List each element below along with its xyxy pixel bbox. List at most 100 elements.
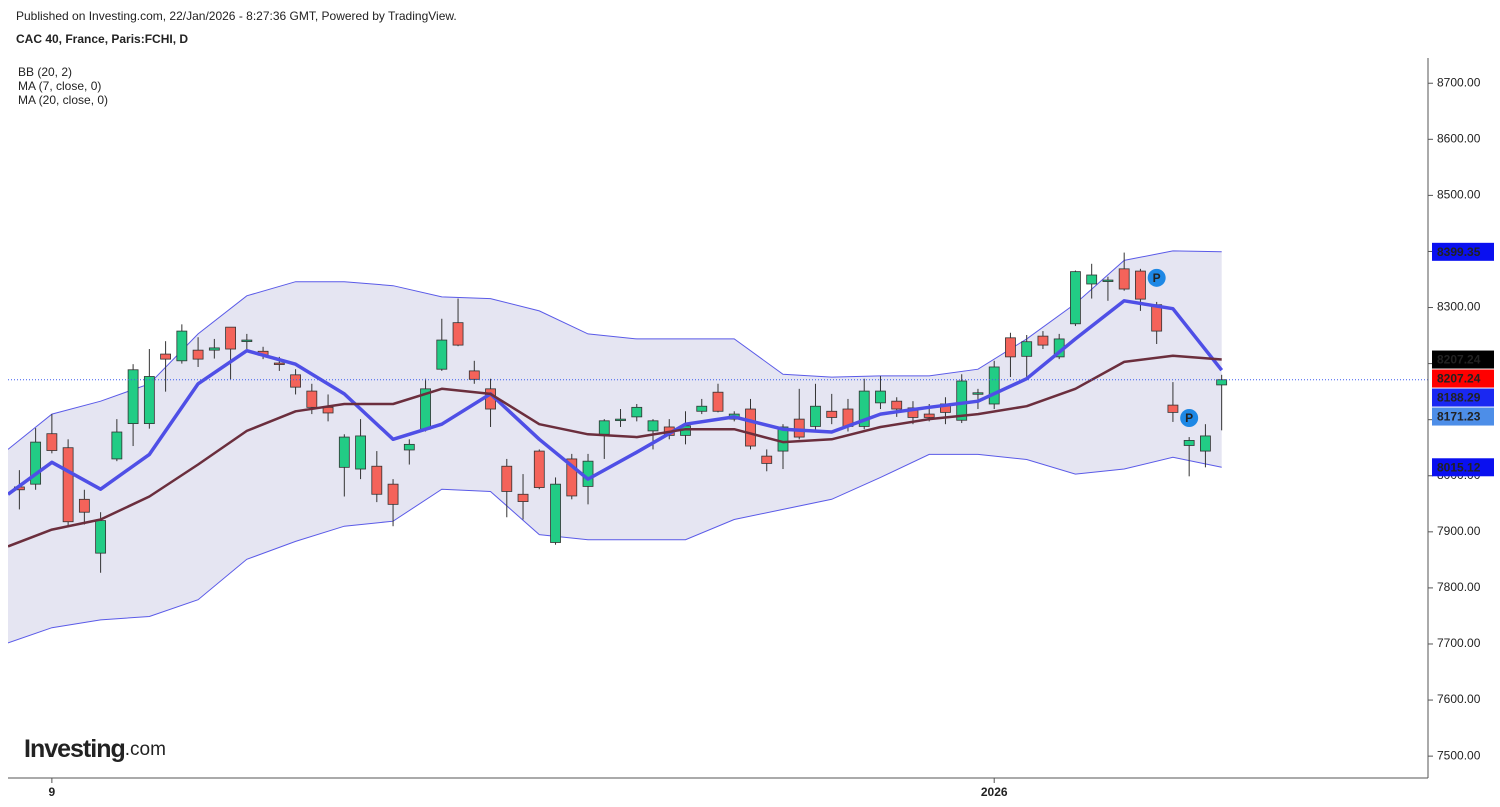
band-fill (8, 250, 1222, 643)
price-label: 8188.29 (1437, 391, 1481, 405)
x-tick-label: 2026 (981, 785, 1008, 799)
candle-body (338, 436, 350, 468)
y-tick-label: 7500.00 (1437, 748, 1481, 762)
band-lower (8, 453, 1222, 644)
chart-title: CAC 40, France, Paris:FCHI, D (16, 32, 188, 46)
logo: Investing.com (24, 735, 166, 763)
candle-body (647, 420, 659, 432)
candle-body (241, 339, 253, 342)
candle-body (273, 362, 285, 365)
candle-body (923, 413, 935, 418)
candle-body (631, 406, 643, 418)
legend-entry: BB (20, 2) (18, 65, 72, 79)
candle-body (777, 426, 789, 452)
candle-body (696, 405, 708, 412)
candle-body (46, 433, 58, 451)
price-label-box (1432, 458, 1494, 477)
candle-body (160, 353, 171, 360)
candle-body (95, 520, 107, 554)
candle-body (1118, 268, 1130, 290)
candle-body (225, 326, 236, 350)
candle-body (111, 431, 123, 460)
marker (1147, 268, 1166, 287)
y-tick-label: 7900.00 (1437, 524, 1481, 538)
candle-body (615, 418, 626, 422)
candle-body (891, 400, 903, 410)
candle-body (30, 441, 42, 485)
candle-body (1135, 270, 1146, 300)
candle-body (582, 460, 594, 487)
candle-body (1167, 404, 1179, 413)
price-label: 8399.35 (1437, 245, 1481, 259)
price-label: 8171.23 (1437, 410, 1481, 424)
marker-label: P (1153, 271, 1161, 285)
candle-body (858, 390, 870, 427)
price-label-box (1432, 242, 1494, 261)
candle-body (371, 465, 383, 495)
candle-body (1200, 435, 1211, 452)
candle-body (403, 443, 415, 451)
candle-body (972, 392, 984, 395)
candle-body (387, 483, 399, 505)
candle-body (127, 369, 139, 425)
candle-body (1183, 440, 1195, 446)
candle-body (436, 339, 448, 370)
candle-body (452, 322, 464, 346)
candle-body (1021, 341, 1033, 357)
ma-line (8, 299, 1224, 496)
candle-body (1037, 335, 1049, 346)
price-label: 8207.24 (1437, 353, 1481, 367)
legend-entry: MA (20, close, 0) (18, 93, 108, 107)
candle-body (566, 458, 578, 497)
marker-label: P (1185, 411, 1193, 425)
candle-body (1086, 274, 1098, 285)
candle-body (517, 493, 529, 502)
price-label: 8207.24 (1437, 372, 1481, 386)
candle-body (306, 390, 318, 408)
logo-brand: Investing (24, 735, 125, 763)
candle-body (78, 498, 90, 513)
candle-body (956, 380, 968, 421)
candle-body (62, 447, 74, 523)
candle-body (598, 420, 610, 435)
ma-line (8, 354, 1222, 548)
subtitle: Published on Investing.com, 22/Jan/2026 … (16, 9, 457, 23)
candle-body (533, 450, 545, 488)
price-label-box (1432, 407, 1494, 426)
candle-body (793, 418, 805, 438)
candle-body (550, 483, 561, 543)
price-label: 8015.12 (1437, 460, 1481, 474)
price-label-box (1432, 388, 1494, 407)
marker (1180, 409, 1199, 427)
candle-body (208, 347, 220, 351)
logo-suffix: .com (125, 739, 166, 760)
candle-body (355, 435, 366, 470)
candle-body (712, 391, 724, 412)
candle-body (176, 330, 188, 362)
y-tick-label: 7600.00 (1437, 692, 1481, 706)
y-tick-label: 8700.00 (1437, 75, 1481, 89)
candle-body (143, 376, 155, 425)
legend-entry: MA (7, close, 0) (18, 79, 101, 93)
candle-body (1102, 279, 1114, 282)
y-tick-label: 8500.00 (1437, 188, 1481, 202)
price-label-box (1432, 369, 1494, 388)
candle-body (988, 366, 1000, 405)
candle-body (1070, 271, 1081, 325)
candle-body (875, 390, 886, 404)
candle-body (468, 370, 480, 380)
candle-body (192, 349, 204, 360)
candle-body (761, 455, 773, 464)
plot-area: PP (8, 250, 1428, 644)
candle-body (826, 410, 838, 418)
band-upper (8, 250, 1222, 450)
candle-body (1216, 379, 1228, 386)
candle-body (1151, 304, 1163, 332)
candle-body (501, 465, 513, 492)
x-tick-label: 9 (49, 785, 56, 799)
y-tick-label: 7700.00 (1437, 636, 1481, 650)
y-tick-label: 8600.00 (1437, 131, 1481, 145)
candle-body (745, 408, 756, 447)
candle-body (810, 405, 821, 427)
